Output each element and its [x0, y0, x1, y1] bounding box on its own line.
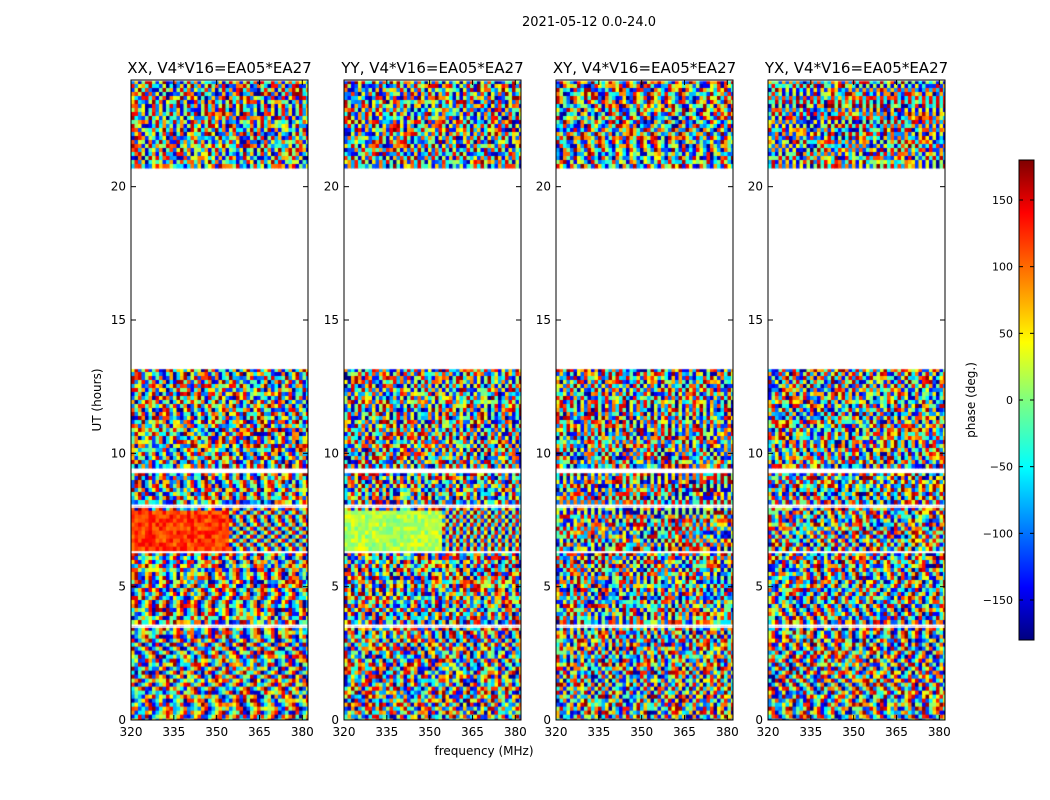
panel-title: YX, V4*V16=EA05*EA27 [764, 59, 948, 77]
x-tick-label: 380 [291, 725, 314, 739]
x-tick-label: 350 [205, 725, 228, 739]
colorbar-tick-label: 150 [992, 194, 1013, 207]
y-tick-label: 15 [536, 313, 551, 327]
x-tick-label: 365 [248, 725, 271, 739]
colorbar-tick-label: −150 [983, 594, 1013, 607]
y-tick-label: 0 [331, 713, 339, 727]
colorbar-tick-label: −50 [990, 461, 1013, 474]
y-tick-label: 20 [324, 180, 339, 194]
y-tick-label: 20 [536, 180, 551, 194]
x-tick-label: 350 [842, 725, 865, 739]
x-tick-label: 320 [333, 725, 356, 739]
panel-0: XX, V4*V16=EA05*EA27 0 5 10 15 20 320 335 350 365… [111, 59, 314, 739]
panels-group: XX, V4*V16=EA05*EA27 0 5 10 15 20 320 335 350 365… [111, 59, 951, 739]
colorbar-tick-label: 100 [992, 261, 1013, 274]
y-tick-label: 0 [118, 713, 126, 727]
colorbar-tick-label: 0 [1006, 394, 1013, 407]
panel-frame [555, 79, 734, 721]
x-tick-label: 320 [545, 725, 568, 739]
y-tick-label: 5 [755, 580, 763, 594]
y-tick-label: 15 [324, 313, 339, 327]
panel-title: XX, V4*V16=EA05*EA27 [127, 59, 311, 77]
colorbar-label: phase (deg.) [964, 362, 978, 438]
panel-frame [343, 79, 522, 721]
colorbar-tick-label: 50 [999, 327, 1013, 340]
y-tick-label: 0 [543, 713, 551, 727]
x-tick-label: 365 [885, 725, 908, 739]
y-tick-label: 15 [748, 313, 763, 327]
heatmap-image [344, 80, 521, 720]
y-tick-label: 20 [111, 180, 126, 194]
panel-1: YY, V4*V16=EA05*EA27 0 5 10 15 20 320 335 350 365… [324, 59, 527, 739]
panel-title: YY, V4*V16=EA05*EA27 [340, 59, 523, 77]
colorbar: −150 −100 −50 0 50 100 150 phase (deg.) [964, 159, 1035, 641]
y-tick-label: 20 [748, 180, 763, 194]
colorbar-tick-label: −100 [983, 527, 1013, 540]
x-tick-label: 365 [673, 725, 696, 739]
y-tick-label: 5 [331, 580, 339, 594]
x-tick-label: 350 [630, 725, 653, 739]
y-axis-label: UT (hours) [90, 368, 104, 431]
x-tick-label: 335 [587, 725, 610, 739]
y-tick-label: 0 [755, 713, 763, 727]
x-axis-label: frequency (MHz) [434, 744, 533, 758]
heatmap-image [131, 80, 308, 720]
x-tick-label: 365 [461, 725, 484, 739]
y-tick-label: 10 [748, 446, 763, 460]
heatmap-image [768, 80, 945, 720]
y-tick-label: 10 [111, 446, 126, 460]
panel-2: XY, V4*V16=EA05*EA27 0 5 10 15 20 320 335 350 365… [536, 59, 739, 739]
y-tick-label: 5 [543, 580, 551, 594]
x-tick-label: 380 [928, 725, 951, 739]
panel-frame [130, 79, 309, 721]
y-tick-label: 10 [324, 446, 339, 460]
x-tick-label: 335 [799, 725, 822, 739]
x-tick-label: 350 [418, 725, 441, 739]
panel-title: XY, V4*V16=EA05*EA27 [553, 59, 736, 77]
x-tick-label: 335 [162, 725, 185, 739]
panel-frame [767, 79, 946, 721]
x-tick-label: 320 [757, 725, 780, 739]
heatmap-image [556, 80, 733, 720]
x-tick-label: 380 [716, 725, 739, 739]
y-tick-label: 5 [118, 580, 126, 594]
y-tick-label: 15 [111, 313, 126, 327]
x-tick-label: 380 [504, 725, 527, 739]
figure-suptitle: 2021-05-12 0.0-24.0 [522, 15, 656, 30]
panel-3: YX, V4*V16=EA05*EA27 0 5 10 15 20 320 335 350 365… [748, 59, 951, 739]
y-tick-label: 10 [536, 446, 551, 460]
x-tick-label: 335 [375, 725, 398, 739]
x-tick-label: 320 [120, 725, 143, 739]
